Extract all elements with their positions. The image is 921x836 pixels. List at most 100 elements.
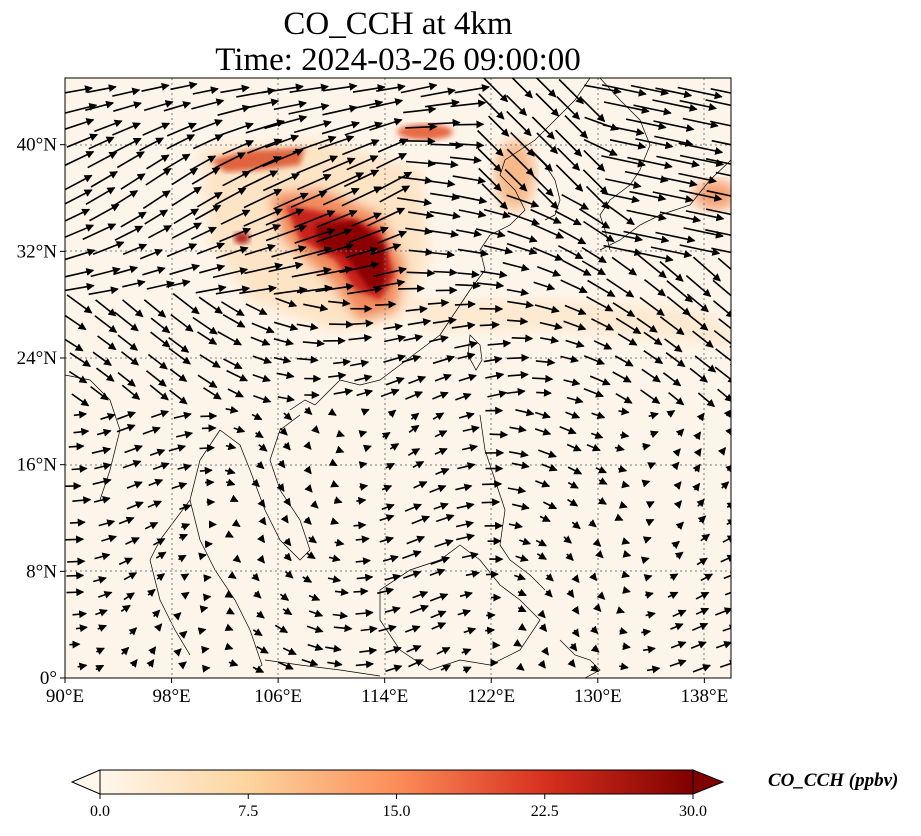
wind-arrow (177, 554, 187, 563)
wind-arrow (532, 246, 564, 261)
wind-arrow (603, 101, 650, 114)
wind-arrow (333, 387, 354, 396)
wind-arrow (670, 623, 684, 631)
wind-arrow (433, 502, 449, 511)
wind-arrow (121, 384, 141, 400)
wind-arrow (424, 99, 460, 108)
wind-arrow (191, 98, 225, 110)
wind-arrow (571, 605, 580, 615)
wind-arrow (68, 442, 85, 451)
wind-arrow (601, 155, 646, 168)
wind-arrow (669, 573, 679, 582)
wind-arrow (322, 82, 358, 92)
wind-arrow (330, 480, 340, 488)
wind-arrow (334, 588, 349, 597)
wind-arrow (611, 256, 638, 276)
lat-tick-label: 40°N (17, 135, 58, 156)
wind-arrow (408, 248, 434, 257)
wind-arrow (222, 314, 246, 328)
wind-arrow (540, 335, 560, 344)
wind-arrow (673, 481, 682, 490)
wind-arrow (176, 430, 194, 439)
wind-arrow (152, 462, 170, 471)
wind-arrow (652, 99, 698, 112)
wind-arrow (454, 84, 490, 94)
wind-arrow (583, 388, 604, 398)
wind-arrow (506, 353, 530, 362)
wind-arrow (630, 84, 670, 96)
wind-arrow (253, 394, 272, 404)
wind-arrow (377, 587, 395, 595)
wind-arrow (692, 256, 721, 282)
wind-arrow (385, 462, 396, 471)
wind-arrow (145, 168, 172, 186)
wind-arrow (457, 352, 476, 360)
wind-arrow (649, 430, 659, 439)
wind-arrow (715, 640, 731, 649)
wind-arrow (662, 372, 682, 387)
wind-arrow (250, 336, 271, 346)
wind-arrow (389, 443, 400, 451)
wind-arrow (192, 119, 223, 133)
wind-arrow (258, 443, 268, 452)
wind-arrow (360, 408, 370, 416)
wind-arrow (712, 300, 731, 318)
wind-arrow (669, 659, 687, 667)
wind-arrow (385, 664, 403, 673)
wind-arrow (406, 645, 422, 653)
wind-arrow (199, 605, 209, 614)
wind-arrow (506, 110, 532, 137)
wind-arrow (674, 551, 684, 560)
wind-arrow (554, 129, 583, 157)
wind-arrow (679, 189, 723, 202)
wind-arrow (65, 224, 95, 239)
wind-arrow (429, 484, 447, 494)
wind-arrow (276, 483, 285, 492)
wind-arrow (427, 229, 459, 238)
wind-arrow (696, 557, 708, 566)
wind-arrow (644, 591, 654, 599)
wind-arrow (329, 320, 354, 329)
wind-arrow (114, 225, 144, 241)
wind-arrow (711, 247, 731, 254)
wind-arrow (422, 179, 456, 188)
wind-arrow (509, 425, 527, 433)
wind-arrow (639, 296, 665, 317)
wind-arrow (220, 301, 245, 317)
lon-tick-label: 98°E (152, 686, 190, 707)
wind-arrow (120, 604, 131, 613)
wind-arrow (66, 294, 93, 314)
wind-arrow (346, 155, 379, 171)
wind-arrow (641, 628, 652, 637)
wind-arrow (511, 78, 533, 99)
wind-arrow (622, 586, 631, 594)
wind-arrow (408, 659, 424, 668)
wind-arrow (172, 222, 202, 239)
wind-arrow (94, 552, 111, 561)
wind-arrow (273, 338, 294, 346)
wind-arrow (558, 228, 587, 245)
wind-arrow (330, 517, 340, 525)
wind-arrow (432, 316, 457, 325)
wind-arrow (621, 480, 630, 489)
wind-arrow (381, 484, 393, 493)
wind-arrow (114, 190, 139, 206)
wind-arrow (558, 245, 584, 260)
wind-arrow (125, 537, 140, 545)
wind-arrow (532, 374, 554, 383)
wind-arrow (65, 174, 93, 191)
wind-arrow (531, 150, 553, 172)
wind-arrow (536, 388, 552, 397)
wind-arrow (590, 644, 600, 653)
wind-arrow (199, 466, 213, 475)
wind-arrow (240, 98, 280, 110)
wind-arrow (379, 514, 395, 522)
wind-arrow (277, 661, 294, 670)
wind-arrow (509, 450, 529, 458)
colorbar-extend-low (70, 769, 101, 795)
wind-arrow (602, 124, 645, 136)
wind-arrow (450, 99, 487, 108)
wind-arrow (506, 387, 526, 396)
wind-arrow (434, 447, 448, 456)
